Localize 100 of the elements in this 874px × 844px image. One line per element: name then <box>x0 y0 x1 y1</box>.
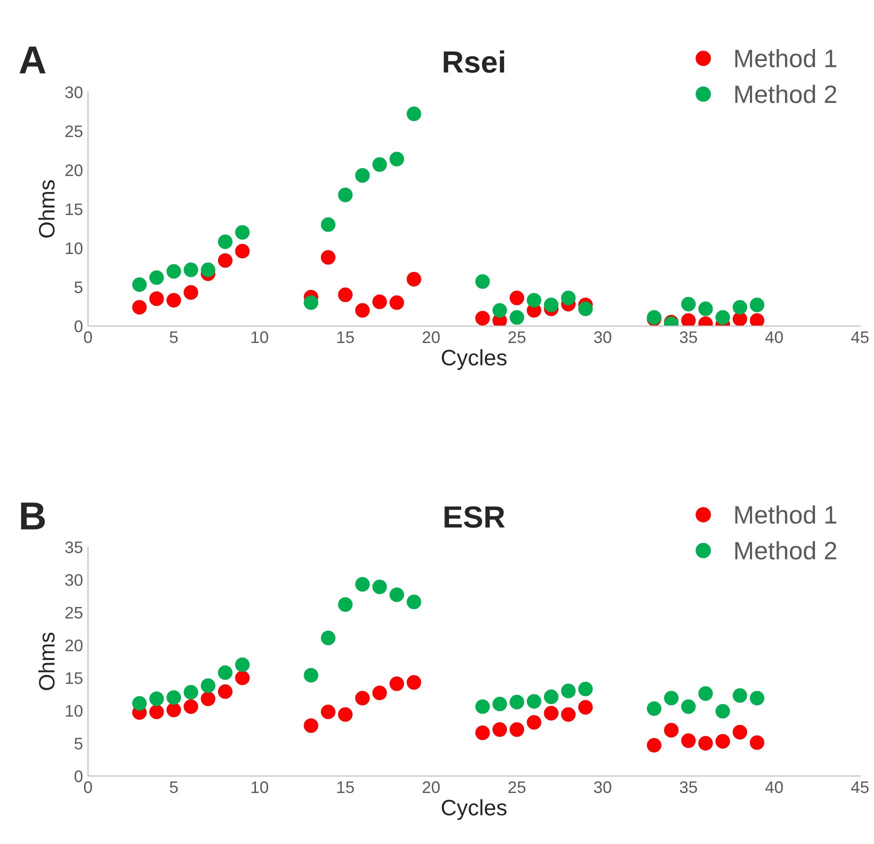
x-tick-label: 40 <box>765 331 783 344</box>
point <box>510 290 524 306</box>
point <box>320 250 336 265</box>
x-tick-label: 10 <box>252 331 268 344</box>
point <box>664 690 679 706</box>
text: B <box>21 502 45 530</box>
point <box>475 310 490 326</box>
x-tick-label: 45 <box>851 781 869 794</box>
point <box>218 684 233 699</box>
point <box>681 296 696 312</box>
y-tick-label: 30 <box>65 574 82 586</box>
point <box>200 692 216 706</box>
x-tick-label: 0 <box>84 781 92 794</box>
text: A <box>19 46 46 74</box>
y-tick-label: 5 <box>74 738 82 750</box>
point <box>390 587 404 602</box>
point <box>475 726 490 740</box>
point <box>492 303 508 318</box>
y-tick-label: 35 <box>65 541 82 554</box>
x-tick-label: 15 <box>337 781 354 794</box>
chart-title: Rsei <box>444 50 504 73</box>
point <box>646 738 662 753</box>
x-tick-label: 45 <box>851 331 869 344</box>
point <box>132 277 147 292</box>
x-tick-label: 20 <box>422 331 440 344</box>
point <box>218 253 233 268</box>
point <box>218 665 233 680</box>
x-tick-label: 30 <box>594 781 612 794</box>
point <box>561 707 576 722</box>
point <box>750 690 764 706</box>
point <box>406 594 422 610</box>
point <box>338 288 353 302</box>
legend-label: Method 2 <box>735 84 836 104</box>
point <box>406 106 422 122</box>
y-tick-label: 15 <box>66 204 82 216</box>
point <box>355 577 370 592</box>
point <box>355 303 370 318</box>
point <box>200 678 216 693</box>
x-tick-label: 20 <box>422 781 440 794</box>
point <box>698 686 713 701</box>
point <box>338 188 353 202</box>
point <box>184 262 198 278</box>
x-tick-label: 5 <box>170 331 178 344</box>
point <box>561 290 576 306</box>
y-tick-label: 30 <box>65 86 82 98</box>
point <box>235 670 250 686</box>
x-tick-label: 30 <box>594 331 612 344</box>
point <box>355 168 370 183</box>
point <box>681 313 696 326</box>
chart-title: ESR <box>444 506 505 528</box>
point <box>184 699 198 714</box>
y-tick-label: 25 <box>65 606 82 619</box>
point <box>406 675 422 690</box>
point <box>338 707 353 722</box>
point <box>235 225 250 240</box>
point <box>132 696 147 711</box>
point <box>166 702 182 718</box>
point <box>304 718 318 733</box>
point <box>320 704 336 720</box>
point <box>235 244 250 258</box>
point <box>715 310 730 325</box>
point <box>390 295 404 310</box>
point <box>166 264 182 279</box>
point <box>732 688 748 703</box>
point <box>372 294 387 310</box>
point <box>184 285 198 300</box>
point <box>149 291 164 306</box>
point <box>304 668 318 683</box>
point <box>578 682 593 696</box>
point <box>578 700 593 715</box>
point <box>526 292 542 308</box>
point <box>475 274 490 289</box>
x-tick-label: 25 <box>508 781 526 794</box>
legend-label: Method 1 <box>735 48 836 68</box>
point <box>132 300 147 315</box>
point <box>200 262 216 278</box>
x-tick-label: 35 <box>680 781 698 794</box>
point <box>390 152 404 166</box>
point <box>750 735 764 750</box>
x-axis-title: Cycles <box>442 349 507 370</box>
point <box>492 722 508 737</box>
point <box>492 696 508 712</box>
point <box>750 298 764 312</box>
point <box>544 706 558 720</box>
legend-label: Method 2 <box>735 541 836 560</box>
point <box>235 657 250 672</box>
point <box>526 694 542 709</box>
y-tick-label: 10 <box>66 242 82 254</box>
point <box>664 722 679 738</box>
point <box>510 722 524 737</box>
point <box>510 310 524 325</box>
x-tick-label: 0 <box>84 331 92 344</box>
x-tick-label: 10 <box>252 781 268 794</box>
point <box>544 690 558 704</box>
point <box>166 690 182 705</box>
y-tick-label: 5 <box>74 282 82 294</box>
point <box>166 292 182 308</box>
y-tick-label: 20 <box>65 640 82 652</box>
y-tick-label: 15 <box>66 672 82 684</box>
x-tick-label: 25 <box>508 331 526 344</box>
